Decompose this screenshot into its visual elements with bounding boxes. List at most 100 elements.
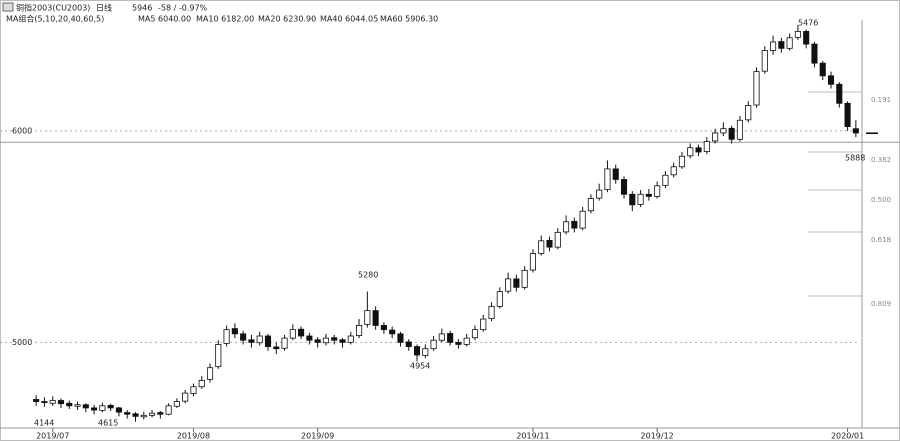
candle-body xyxy=(190,386,197,394)
candle-body xyxy=(132,413,139,417)
candle-body xyxy=(827,75,835,85)
candle-body xyxy=(513,278,520,288)
candle-body xyxy=(695,147,702,153)
annotation: 5476 xyxy=(798,19,818,28)
candle-body xyxy=(637,193,644,205)
candle-body xyxy=(223,329,230,344)
candle-body xyxy=(66,402,73,407)
candle-body xyxy=(563,221,570,233)
candle-body xyxy=(571,220,578,229)
candle-body xyxy=(687,147,694,157)
candle-body xyxy=(852,128,859,134)
candle-body xyxy=(712,132,719,142)
ma-label: MA5 6040.00 xyxy=(138,15,191,24)
candle-body xyxy=(620,179,628,195)
x-tick-label: 2020/01 xyxy=(831,432,864,441)
fib-label: 0.809 xyxy=(871,300,891,308)
candle-body xyxy=(422,348,429,356)
candle-body xyxy=(753,71,760,106)
candle-body xyxy=(331,337,338,341)
candle-body xyxy=(480,318,487,331)
candle-body xyxy=(57,400,65,405)
candle-body xyxy=(240,333,247,341)
candle-body xyxy=(99,405,106,411)
candle-body xyxy=(380,325,387,331)
candle-body xyxy=(505,278,512,292)
candle-body xyxy=(678,155,686,168)
candle-body xyxy=(836,83,843,104)
candle-body xyxy=(264,335,272,347)
candle-body xyxy=(314,339,321,343)
candle-body xyxy=(703,141,710,152)
change: -58 / -0.97% xyxy=(158,4,208,13)
candle-body xyxy=(844,102,851,128)
period[interactable]: 日线 xyxy=(96,3,112,13)
candle-body xyxy=(720,128,727,134)
candle-body xyxy=(670,166,677,176)
candle-body xyxy=(124,412,131,415)
candle-body xyxy=(596,189,603,199)
candle-body xyxy=(115,407,122,413)
candle-body xyxy=(786,37,793,49)
fib-label: 0.500 xyxy=(871,196,891,204)
candle-body xyxy=(819,62,826,77)
candle-body xyxy=(74,404,81,407)
x-tick-label: 2019/09 xyxy=(301,432,334,441)
fib-label: 0.191 xyxy=(871,96,891,104)
ma-label: MA10 6182.00 xyxy=(196,15,254,24)
x-tick-label: 2019/11 xyxy=(516,432,549,441)
candle-body xyxy=(306,335,313,341)
candle-body xyxy=(455,341,462,345)
candle-body xyxy=(289,329,296,339)
candle-body xyxy=(298,328,305,337)
candle-body xyxy=(182,392,189,402)
candle-body xyxy=(546,239,553,248)
candle-body xyxy=(356,325,363,336)
header: 铜指2003(CU2003) 日线 5946 -58 / -0.97% MA组合… xyxy=(2,2,438,24)
candle-body xyxy=(198,380,205,388)
candle-body xyxy=(778,41,785,49)
candle-body xyxy=(529,253,536,271)
annotation: 4615 xyxy=(98,419,118,428)
fib-label: 0.618 xyxy=(871,236,891,244)
candle-body xyxy=(811,43,818,64)
candle-body xyxy=(662,174,669,186)
candle-body xyxy=(364,310,371,325)
candle-body xyxy=(761,50,768,72)
candle-body xyxy=(554,231,561,248)
x-tick-label: 2019/12 xyxy=(641,432,674,441)
candle-body xyxy=(612,168,619,180)
annotation: 5280 xyxy=(358,271,378,280)
ma-group[interactable]: MA组合(5,10,20,40,60,5) xyxy=(6,14,104,24)
candle-body xyxy=(521,270,528,288)
candle-body xyxy=(579,210,586,229)
candle-body xyxy=(157,412,164,415)
candle-body xyxy=(736,119,743,140)
candle-body xyxy=(215,344,222,368)
candle-body xyxy=(488,305,495,320)
candle-body xyxy=(33,399,40,402)
y-tick-label: 5000 xyxy=(12,338,32,347)
candle-body xyxy=(794,31,801,38)
candle-body xyxy=(496,291,503,307)
candle-body xyxy=(770,41,777,51)
candle-body xyxy=(389,329,396,335)
candle-body xyxy=(413,346,421,356)
y-tick-label: 6000 xyxy=(12,126,32,135)
candle-body xyxy=(538,240,545,254)
ma-label: MA60 5906.30 xyxy=(380,15,438,24)
ma-label: MA20 6230.90 xyxy=(258,15,316,24)
candle-body xyxy=(165,405,172,415)
candle-body xyxy=(248,339,255,343)
annotation: 4144 xyxy=(34,419,54,428)
candle-body xyxy=(629,193,636,206)
fib-label: 0.382 xyxy=(871,156,891,164)
candle-body xyxy=(82,404,89,409)
x-tick-label: 2019/08 xyxy=(177,432,210,441)
candle-body xyxy=(91,407,98,411)
candle-body xyxy=(231,328,238,335)
candle-body xyxy=(604,168,611,191)
